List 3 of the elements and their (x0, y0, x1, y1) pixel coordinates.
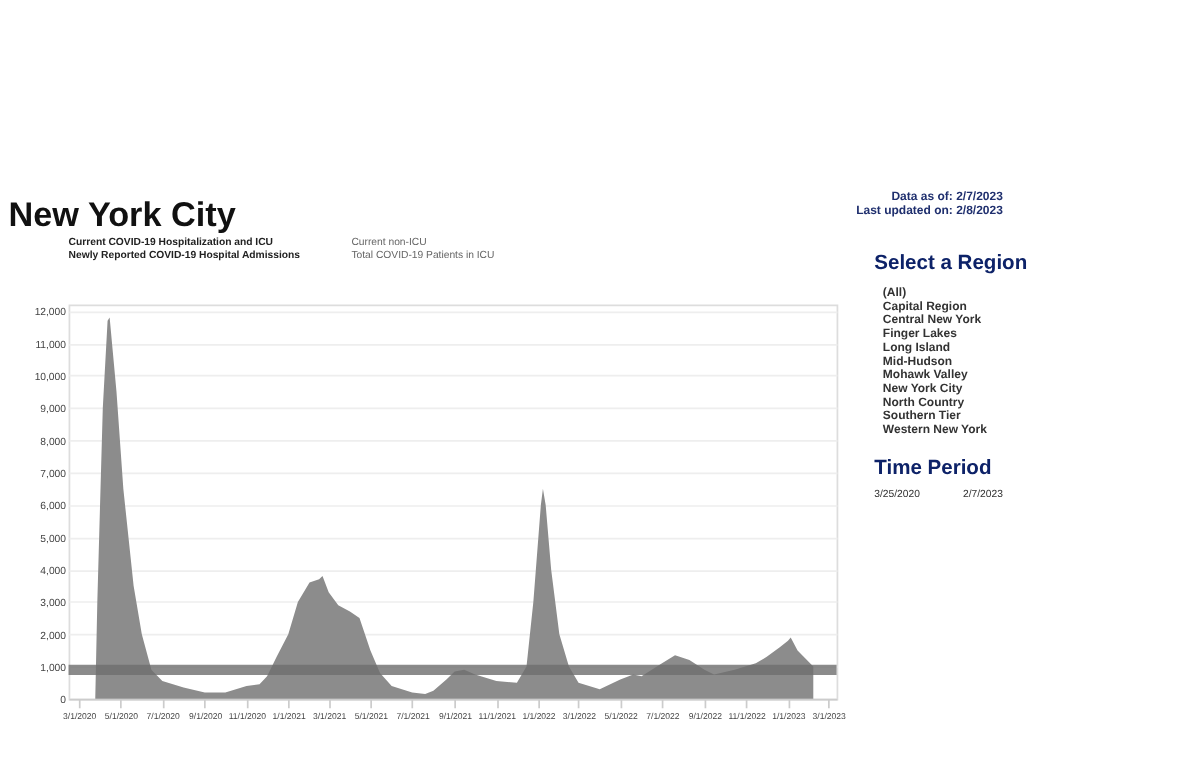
chart-title: New York City (8, 193, 237, 234)
text: Time Period (874, 458, 992, 481)
text: Select a Region (874, 252, 1028, 275)
